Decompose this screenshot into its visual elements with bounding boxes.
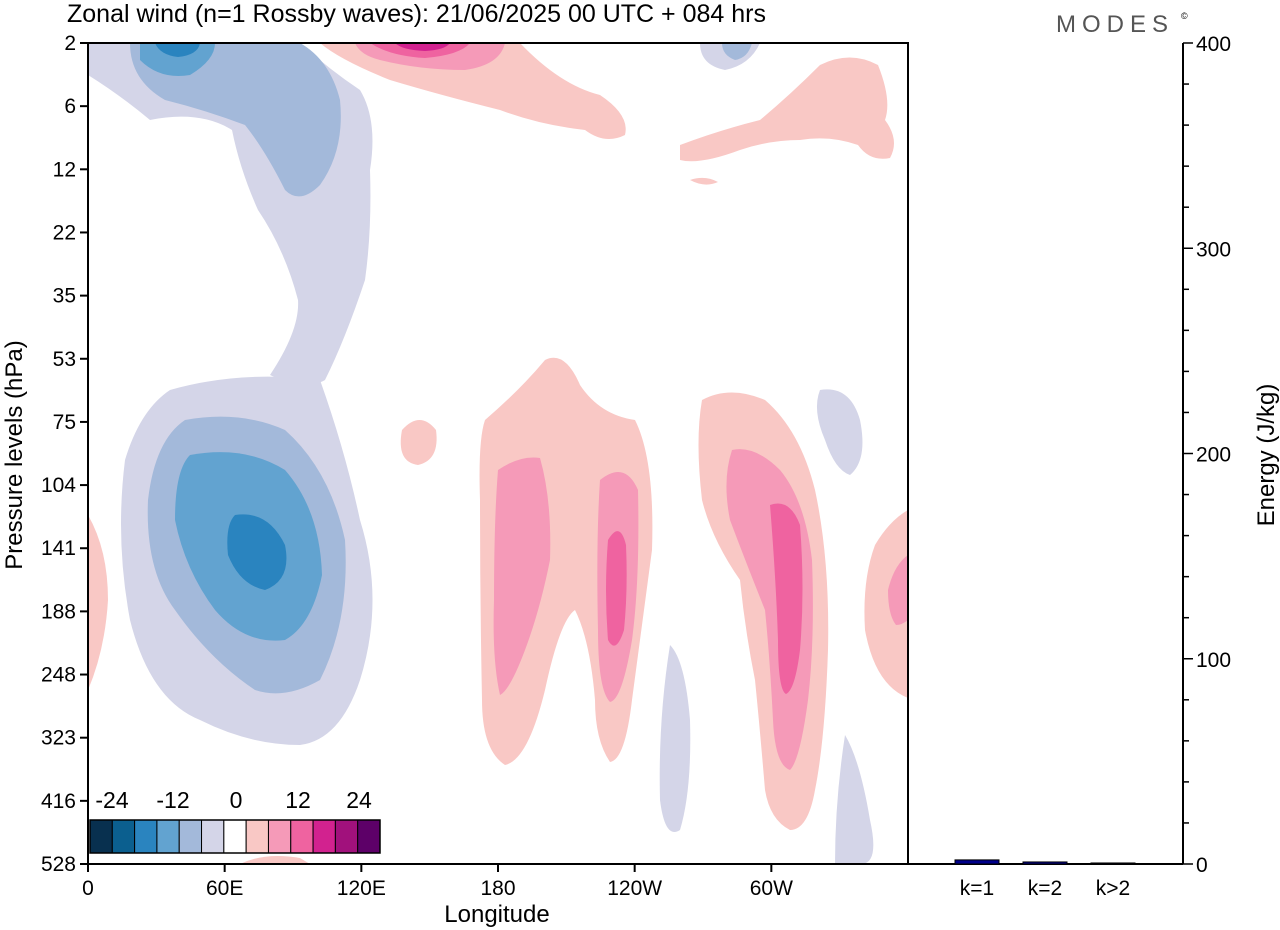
y-tick-label: 75 — [53, 411, 76, 434]
colorbar-swatch — [178, 819, 203, 854]
colorbar-label: 12 — [285, 787, 311, 813]
energy-tick-label: 200 — [1196, 444, 1231, 467]
contour-pos-7 — [400, 420, 437, 465]
colorbar-swatch — [290, 819, 314, 854]
x-tick-label: 60E — [206, 877, 243, 900]
y-axis-left: 2 6 12 22 35 53 75 104 141 188 248 323 416 528 — [41, 32, 88, 876]
energy-tick-label: 100 — [1196, 649, 1231, 672]
colorbar-swatch — [223, 819, 247, 854]
colorbar-frame — [89, 819, 381, 854]
colorbar-label: 24 — [346, 787, 372, 813]
contour-pos-1 — [320, 43, 626, 139]
contour-pos-16 — [770, 503, 803, 694]
y-tick-label: 141 — [41, 537, 76, 560]
energy-tick-label: 0 — [1196, 854, 1208, 877]
energy-bar — [1090, 862, 1136, 865]
x-tick-label: 180 — [480, 877, 515, 900]
y-tick-label: 528 — [41, 853, 76, 876]
contour-neg-10 — [659, 645, 691, 832]
y-tick-label: 6 — [64, 95, 76, 118]
y-tick-label: 2 — [64, 32, 76, 55]
contour-pos-9 — [240, 856, 310, 864]
y-tick-label: 248 — [41, 664, 76, 687]
contour-neg-11 — [835, 735, 874, 864]
colorbar-swatch — [334, 819, 359, 854]
x-axis-label: Longitude — [444, 901, 549, 928]
energy-tick-label: 300 — [1196, 238, 1231, 261]
energy-bars — [954, 859, 1136, 865]
colorbar-swatch — [245, 819, 269, 854]
colorbar-swatch — [156, 819, 180, 854]
energy-bar — [954, 859, 1000, 865]
contour-pos-17 — [864, 510, 908, 698]
colorbar-label: 0 — [230, 787, 243, 813]
energy-category-label: k>2 — [1096, 877, 1130, 900]
y-tick-label: 35 — [53, 285, 76, 308]
colorbar-swatch — [312, 819, 336, 854]
contour-neg-8 — [227, 514, 287, 590]
x-tick-label: 120W — [607, 877, 662, 900]
contour-pos-5 — [680, 57, 894, 162]
energy-tick-label: 400 — [1196, 33, 1231, 56]
colorbar-swatch — [111, 819, 136, 854]
contour-neg-7 — [155, 43, 200, 57]
chart-title: Zonal wind (n=1 Rossby waves): 21/06/202… — [67, 0, 766, 28]
energy-categories: k=1 k=2 k>2 — [960, 877, 1130, 900]
energy-bar — [1022, 861, 1068, 865]
y-tick-label: 416 — [41, 790, 76, 813]
y-tick-label: 323 — [41, 727, 76, 750]
x-tick-label: 0 — [82, 877, 94, 900]
contour-pos-6 — [690, 177, 718, 185]
colorbar-swatch — [357, 819, 381, 854]
contour-neg-13 — [722, 43, 752, 60]
colorbar-label: -12 — [156, 787, 189, 813]
contour-field — [88, 43, 908, 864]
energy-axis-label: Energy (J/kg) — [1253, 384, 1280, 527]
contour-pos-8 — [88, 515, 108, 690]
colorbar-swatch — [201, 819, 225, 854]
contour-pos-11 — [493, 457, 551, 695]
contour-neg-3 — [130, 43, 341, 197]
y-tick-label: 104 — [41, 474, 76, 497]
contour-pos-4 — [395, 43, 450, 51]
contour-neg-5 — [140, 43, 215, 76]
colorbar — [89, 819, 381, 854]
contour-pos-18 — [888, 555, 908, 625]
y-tick-label: 12 — [53, 158, 76, 181]
colorbar-swatch — [89, 819, 113, 854]
energy-y-axis: 0 100 200 300 400 — [1183, 33, 1231, 877]
x-tick-label: 60W — [750, 877, 793, 900]
energy-category-label: k=2 — [1028, 877, 1062, 900]
logo-mark: © — [1181, 11, 1188, 21]
y-tick-label: 188 — [41, 600, 76, 623]
x-tick-label: 120E — [337, 877, 386, 900]
y-tick-label: 22 — [53, 221, 76, 244]
y-tick-label: 53 — [53, 348, 76, 371]
contour-neg-9 — [816, 389, 863, 475]
colorbar-labels: -24 -12 0 12 24 — [95, 787, 372, 813]
modes-logo: MODES — [1056, 11, 1174, 38]
colorbar-label: -24 — [95, 787, 128, 813]
x-axis: 0 60E 120E 180 120W 60W — [82, 864, 793, 900]
colorbar-swatch — [267, 819, 292, 854]
colorbar-swatch — [134, 819, 158, 854]
contour-pos-13 — [606, 531, 627, 646]
energy-category-label: k=1 — [960, 877, 994, 900]
y-axis-label: Pressure levels (hPa) — [1, 340, 28, 569]
